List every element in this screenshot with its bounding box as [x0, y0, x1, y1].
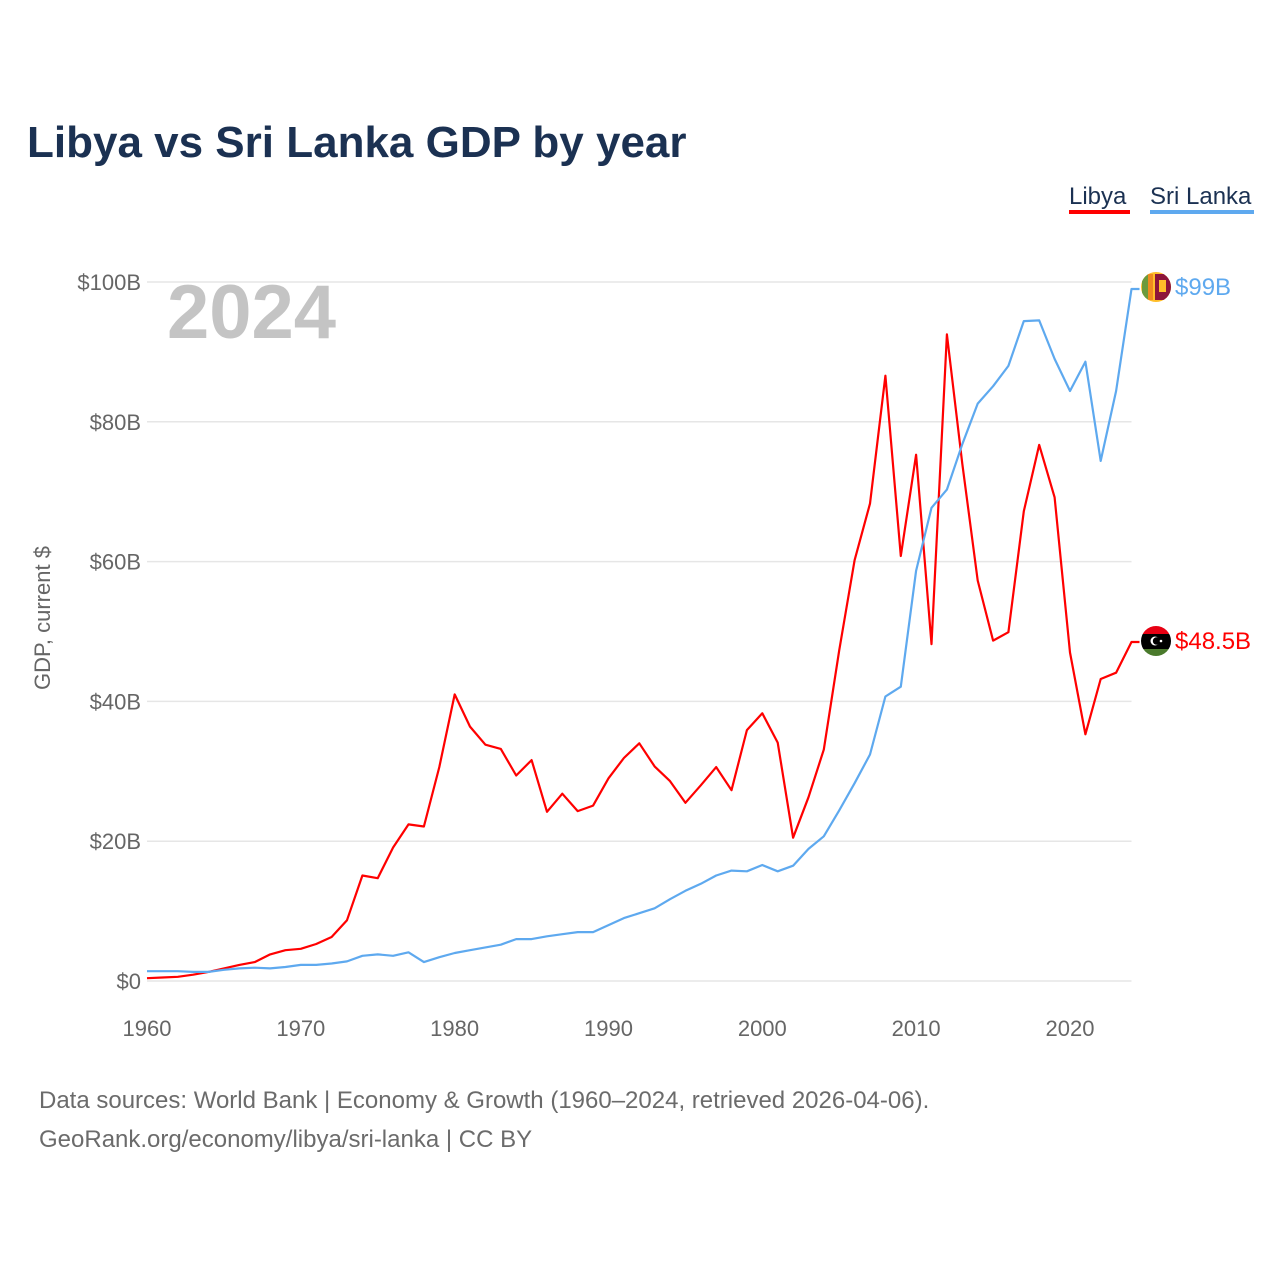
series-line-sri-lanka[interactable] [147, 287, 1140, 974]
y-tick-label: $100B [77, 270, 141, 295]
libya-end-value-label: $48.5B [1175, 628, 1251, 655]
x-tick-label: 2010 [892, 1016, 941, 1041]
sri-lanka-flag-icon [1141, 272, 1171, 302]
legend-swatch-sri-lanka [1150, 210, 1254, 214]
y-axis: $0 $20B $40B $60B $80B $100B [77, 270, 141, 994]
y-tick-label: $60B [90, 550, 141, 575]
legend-item-sri-lanka[interactable]: Sri Lanka [1150, 183, 1254, 214]
x-tick-label: 1980 [430, 1016, 479, 1041]
current-year-label: 2024 [167, 270, 336, 355]
y-tick-label: $80B [90, 410, 141, 435]
gridlines [147, 281, 1132, 982]
x-tick-label: 1990 [584, 1016, 633, 1041]
series-line-libya[interactable] [146, 333, 1140, 980]
series-lines [146, 287, 1140, 980]
libya-flag-icon [1141, 626, 1171, 656]
legend: Libya Sri Lanka [1069, 183, 1254, 214]
x-tick-label: 2020 [1045, 1016, 1094, 1041]
x-tick-label: 1970 [276, 1016, 325, 1041]
x-tick-label: 2000 [738, 1016, 787, 1041]
y-tick-label: $20B [90, 829, 141, 854]
chart-title: Libya vs Sri Lanka GDP by year [27, 118, 687, 167]
legend-label-sri-lanka[interactable]: Sri Lanka [1150, 183, 1252, 210]
legend-label-libya[interactable]: Libya [1069, 183, 1127, 210]
y-axis-label: GDP, current $ [30, 546, 55, 690]
footer-attribution[interactable]: GeoRank.org/economy/libya/sri-lanka | CC… [39, 1126, 532, 1153]
sri-lanka-end-value-label: $99B [1175, 274, 1231, 301]
x-axis: 1960 1970 1980 1990 2000 2010 2020 [123, 1016, 1095, 1041]
legend-item-libya[interactable]: Libya [1069, 183, 1130, 214]
footer-sources: Data sources: World Bank | Economy & Gro… [39, 1087, 929, 1114]
legend-swatch-libya [1069, 210, 1130, 214]
x-tick-label: 1960 [123, 1016, 172, 1041]
y-tick-label: $0 [117, 969, 141, 994]
y-tick-label: $40B [90, 689, 141, 714]
